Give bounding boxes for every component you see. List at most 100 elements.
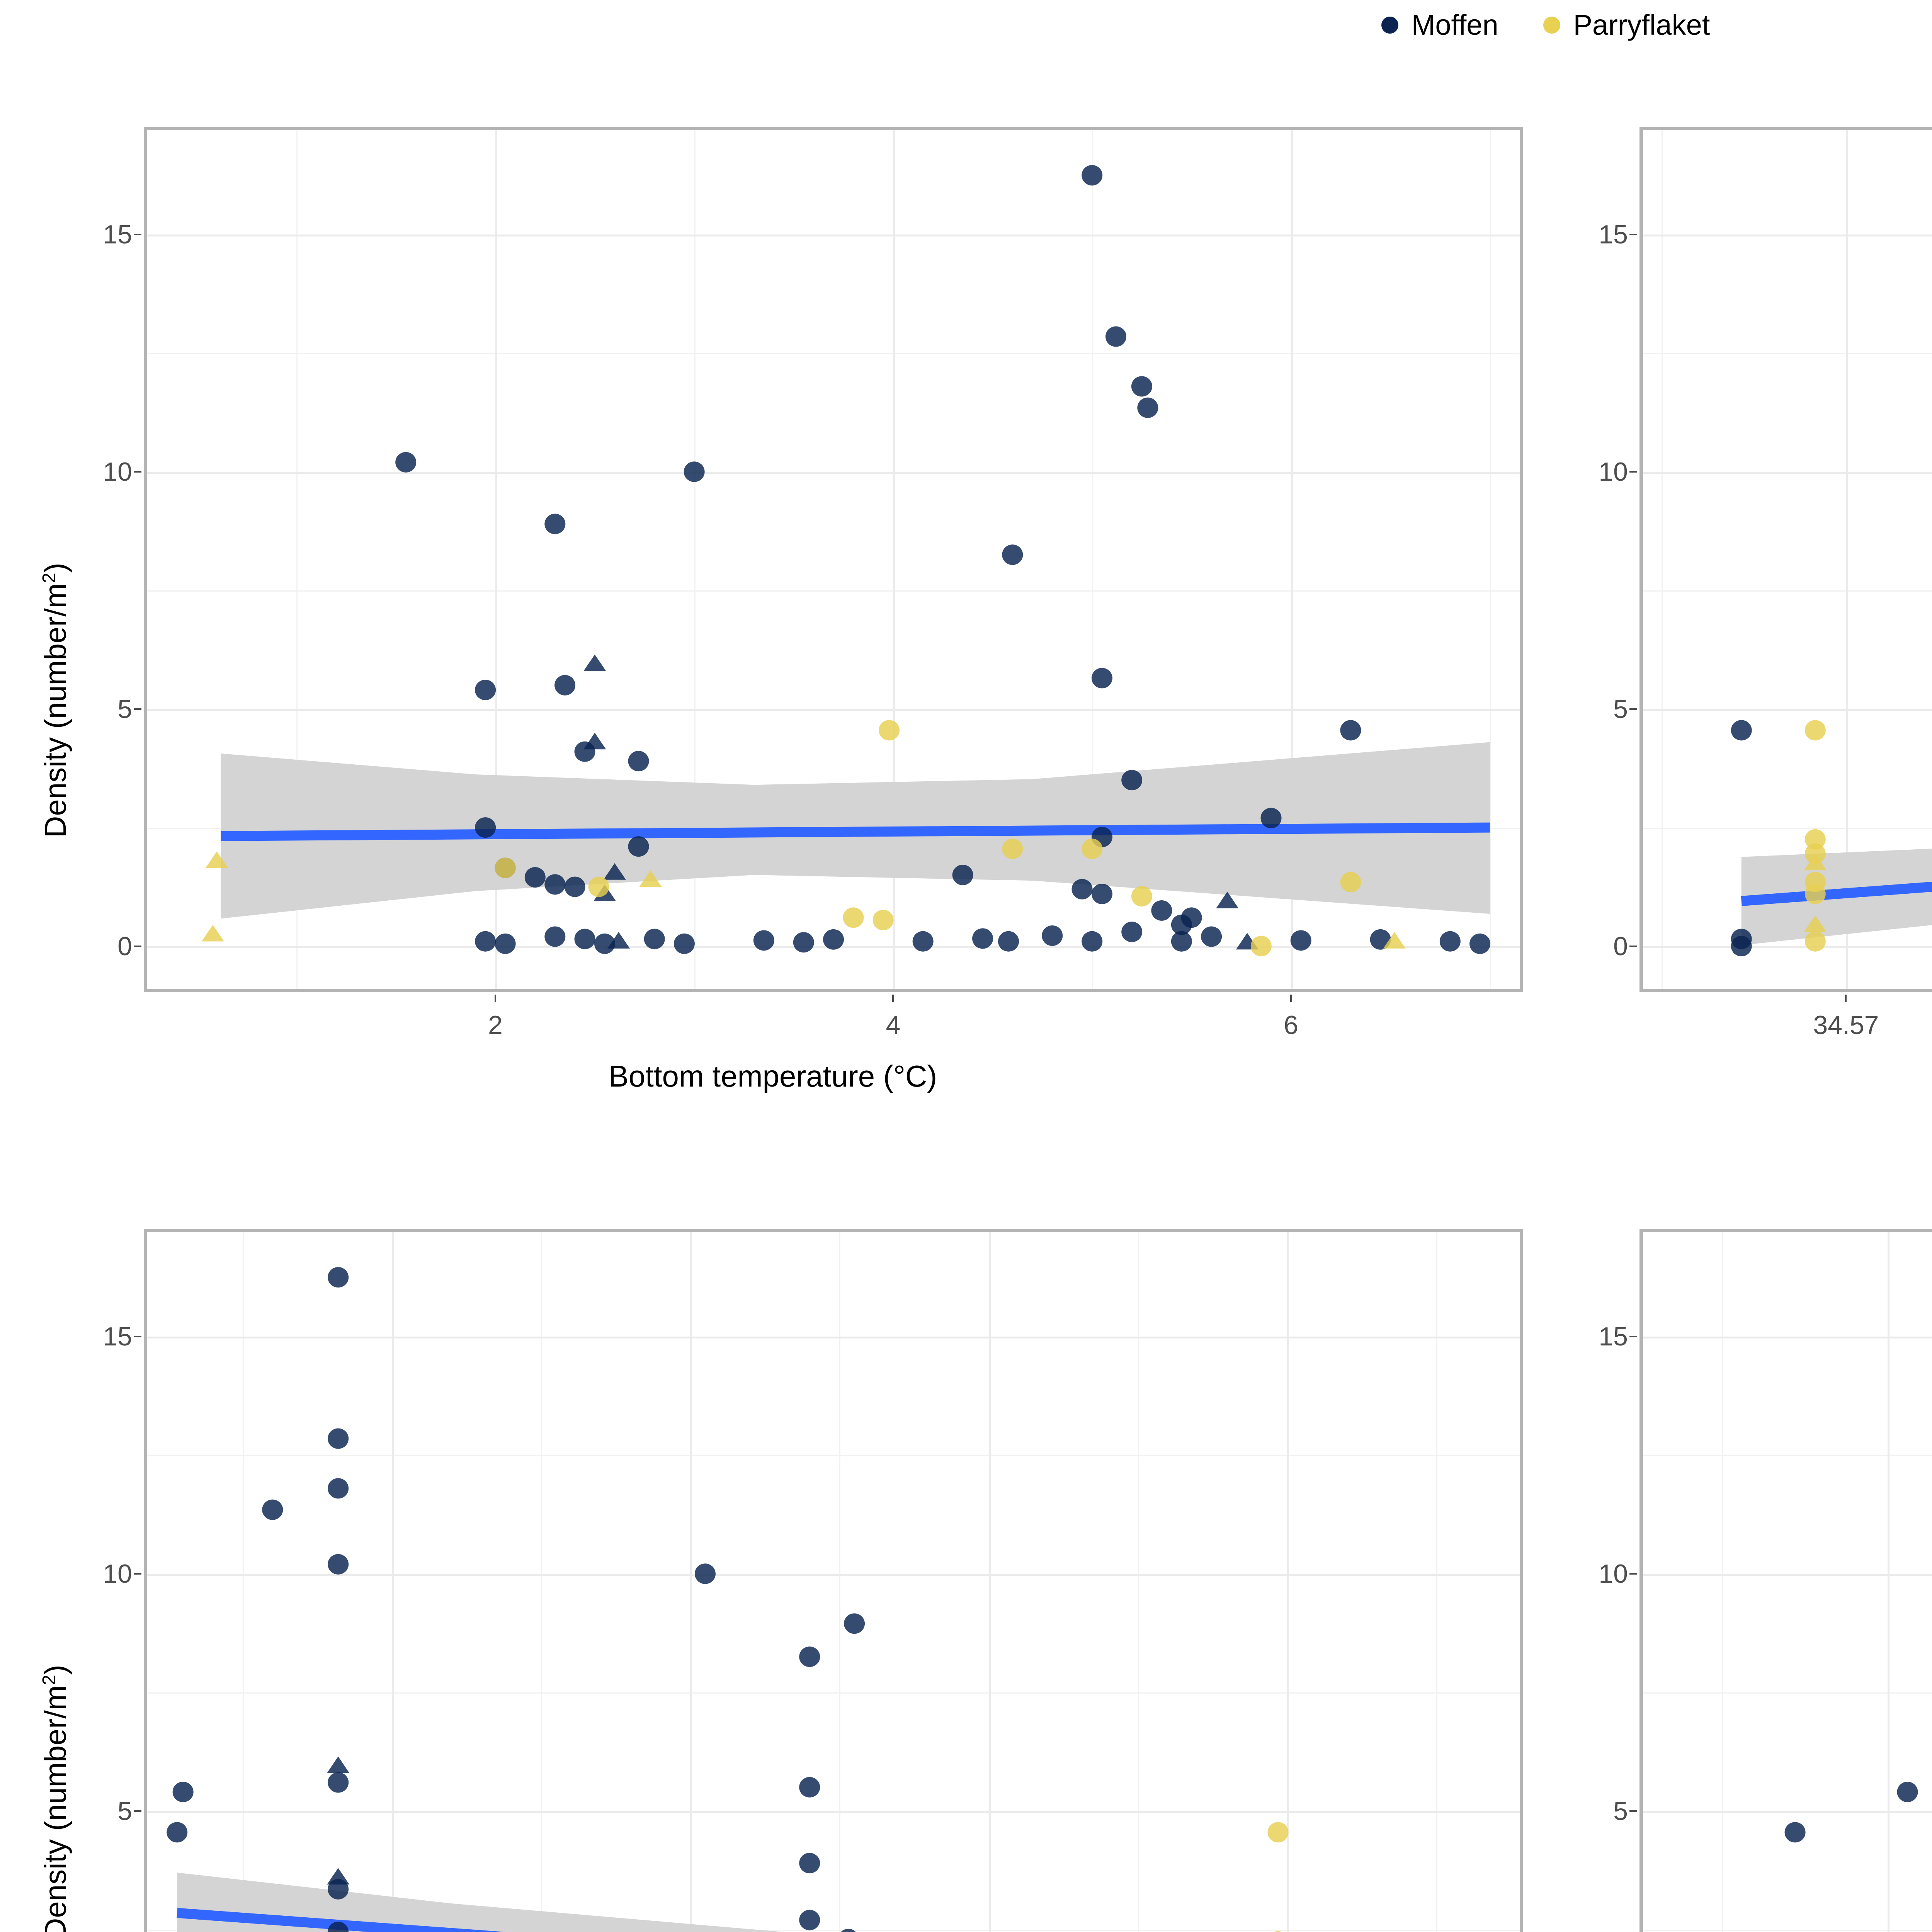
data-point-circle[interactable]	[628, 836, 649, 857]
data-point-circle[interactable]	[1042, 925, 1063, 946]
data-point-circle[interactable]	[912, 931, 934, 952]
data-point-triangle[interactable]	[206, 851, 228, 868]
legend-item-moffen[interactable]: Moffen	[1381, 11, 1498, 39]
data-point-circle[interactable]	[1268, 1931, 1289, 1932]
data-point-triangle[interactable]	[603, 863, 626, 880]
data-point-triangle[interactable]	[639, 870, 662, 887]
data-point-circle[interactable]	[998, 931, 1019, 952]
data-point-circle[interactable]	[644, 929, 665, 949]
data-point-circle[interactable]	[799, 1777, 820, 1798]
data-point-circle[interactable]	[594, 933, 615, 954]
data-point-circle[interactable]	[1804, 931, 1826, 952]
data-point-circle[interactable]	[1082, 838, 1103, 859]
data-point-circle[interactable]	[328, 1428, 349, 1449]
data-point-circle[interactable]	[262, 1499, 283, 1520]
data-point-circle[interactable]	[1784, 1822, 1806, 1843]
data-point-circle[interactable]	[628, 751, 649, 772]
data-point-circle[interactable]	[1171, 931, 1192, 952]
data-point-circle[interactable]	[544, 874, 566, 895]
data-point-triangle[interactable]	[327, 1756, 350, 1773]
data-point-circle[interactable]	[1290, 930, 1311, 951]
data-point-circle[interactable]	[1105, 326, 1126, 347]
data-points-layer[interactable]	[1643, 130, 1932, 989]
data-point-circle[interactable]	[1804, 720, 1826, 741]
data-point-triangle[interactable]	[201, 925, 224, 942]
data-point-triangle[interactable]	[607, 932, 630, 949]
data-point-triangle[interactable]	[1216, 891, 1239, 908]
data-point-circle[interactable]	[879, 720, 900, 741]
data-point-circle[interactable]	[395, 452, 417, 473]
data-point-circle[interactable]	[952, 864, 973, 885]
data-point-circle[interactable]	[1131, 886, 1152, 907]
data-point-triangle[interactable]	[1383, 932, 1406, 949]
data-point-circle[interactable]	[1731, 720, 1752, 741]
data-point-circle[interactable]	[574, 929, 595, 949]
data-point-circle[interactable]	[1002, 838, 1023, 859]
data-point-circle[interactable]	[544, 926, 566, 947]
data-points-layer[interactable]	[1643, 1232, 1932, 1932]
data-point-circle[interactable]	[475, 680, 496, 701]
data-point-circle[interactable]	[1002, 544, 1023, 565]
data-point-circle[interactable]	[588, 876, 609, 897]
data-point-circle[interactable]	[694, 1563, 716, 1584]
data-point-circle[interactable]	[1340, 720, 1361, 741]
data-point-circle[interactable]	[684, 461, 705, 482]
data-point-triangle[interactable]	[1804, 915, 1827, 932]
data-point-circle[interactable]	[1469, 933, 1491, 954]
data-point-circle[interactable]	[1131, 376, 1152, 397]
data-point-circle[interactable]	[1091, 668, 1112, 689]
data-point-circle[interactable]	[328, 1267, 349, 1288]
data-point-circle[interactable]	[843, 907, 864, 928]
data-points-layer[interactable]	[147, 130, 1520, 989]
data-point-circle[interactable]	[799, 1853, 820, 1874]
data-point-circle[interactable]	[1804, 843, 1826, 864]
series-parryflaket[interactable]	[480, 1822, 1482, 1932]
data-point-circle[interactable]	[1201, 926, 1222, 947]
data-point-circle[interactable]	[1082, 931, 1103, 952]
data-point-circle[interactable]	[544, 514, 566, 534]
series-parryflaket[interactable]	[1804, 720, 1932, 952]
data-point-circle[interactable]	[753, 930, 774, 951]
data-point-circle[interactable]	[1250, 936, 1272, 956]
data-point-circle[interactable]	[799, 1910, 820, 1930]
data-point-circle[interactable]	[793, 932, 814, 953]
data-point-circle[interactable]	[554, 675, 576, 696]
data-point-circle[interactable]	[1121, 922, 1143, 942]
data-point-circle[interactable]	[167, 1822, 188, 1843]
data-point-circle[interactable]	[328, 1554, 349, 1575]
data-point-circle[interactable]	[495, 933, 516, 954]
data-point-circle[interactable]	[872, 910, 894, 930]
data-point-triangle[interactable]	[583, 654, 606, 671]
data-point-circle[interactable]	[1151, 900, 1172, 921]
data-point-circle[interactable]	[1804, 829, 1826, 850]
data-point-circle[interactable]	[1171, 914, 1192, 935]
data-point-circle[interactable]	[1267, 1822, 1289, 1843]
data-point-circle[interactable]	[1071, 879, 1093, 900]
series-moffen[interactable]	[1731, 165, 1932, 956]
data-point-circle[interactable]	[1137, 397, 1158, 418]
data-point-circle[interactable]	[823, 929, 844, 950]
data-point-circle[interactable]	[844, 1613, 865, 1634]
data-point-circle[interactable]	[475, 817, 496, 838]
data-point-triangle[interactable]	[1804, 854, 1827, 871]
data-point-circle[interactable]	[328, 1879, 349, 1900]
series-parryflaket[interactable]	[201, 720, 1406, 956]
data-point-circle[interactable]	[1804, 884, 1826, 904]
data-point-circle[interactable]	[972, 928, 993, 949]
data-point-circle[interactable]	[799, 1646, 820, 1667]
data-point-circle[interactable]	[328, 1478, 349, 1499]
data-point-circle[interactable]	[1731, 936, 1752, 956]
data-point-circle[interactable]	[1082, 165, 1103, 186]
series-moffen[interactable]	[1672, 1267, 1932, 1932]
data-point-circle[interactable]	[564, 876, 585, 897]
data-point-triangle[interactable]	[327, 1868, 350, 1885]
series-moffen[interactable]	[395, 165, 1491, 954]
data-point-circle[interactable]	[328, 1772, 349, 1793]
data-point-circle[interactable]	[1897, 1782, 1918, 1803]
legend-item-parryflaket[interactable]: Parryflaket	[1543, 11, 1710, 39]
data-point-circle[interactable]	[1091, 884, 1112, 904]
data-point-circle[interactable]	[838, 1929, 859, 1932]
data-point-circle[interactable]	[1340, 872, 1361, 893]
data-point-circle[interactable]	[1439, 931, 1461, 952]
data-points-layer[interactable]	[147, 1232, 1520, 1932]
